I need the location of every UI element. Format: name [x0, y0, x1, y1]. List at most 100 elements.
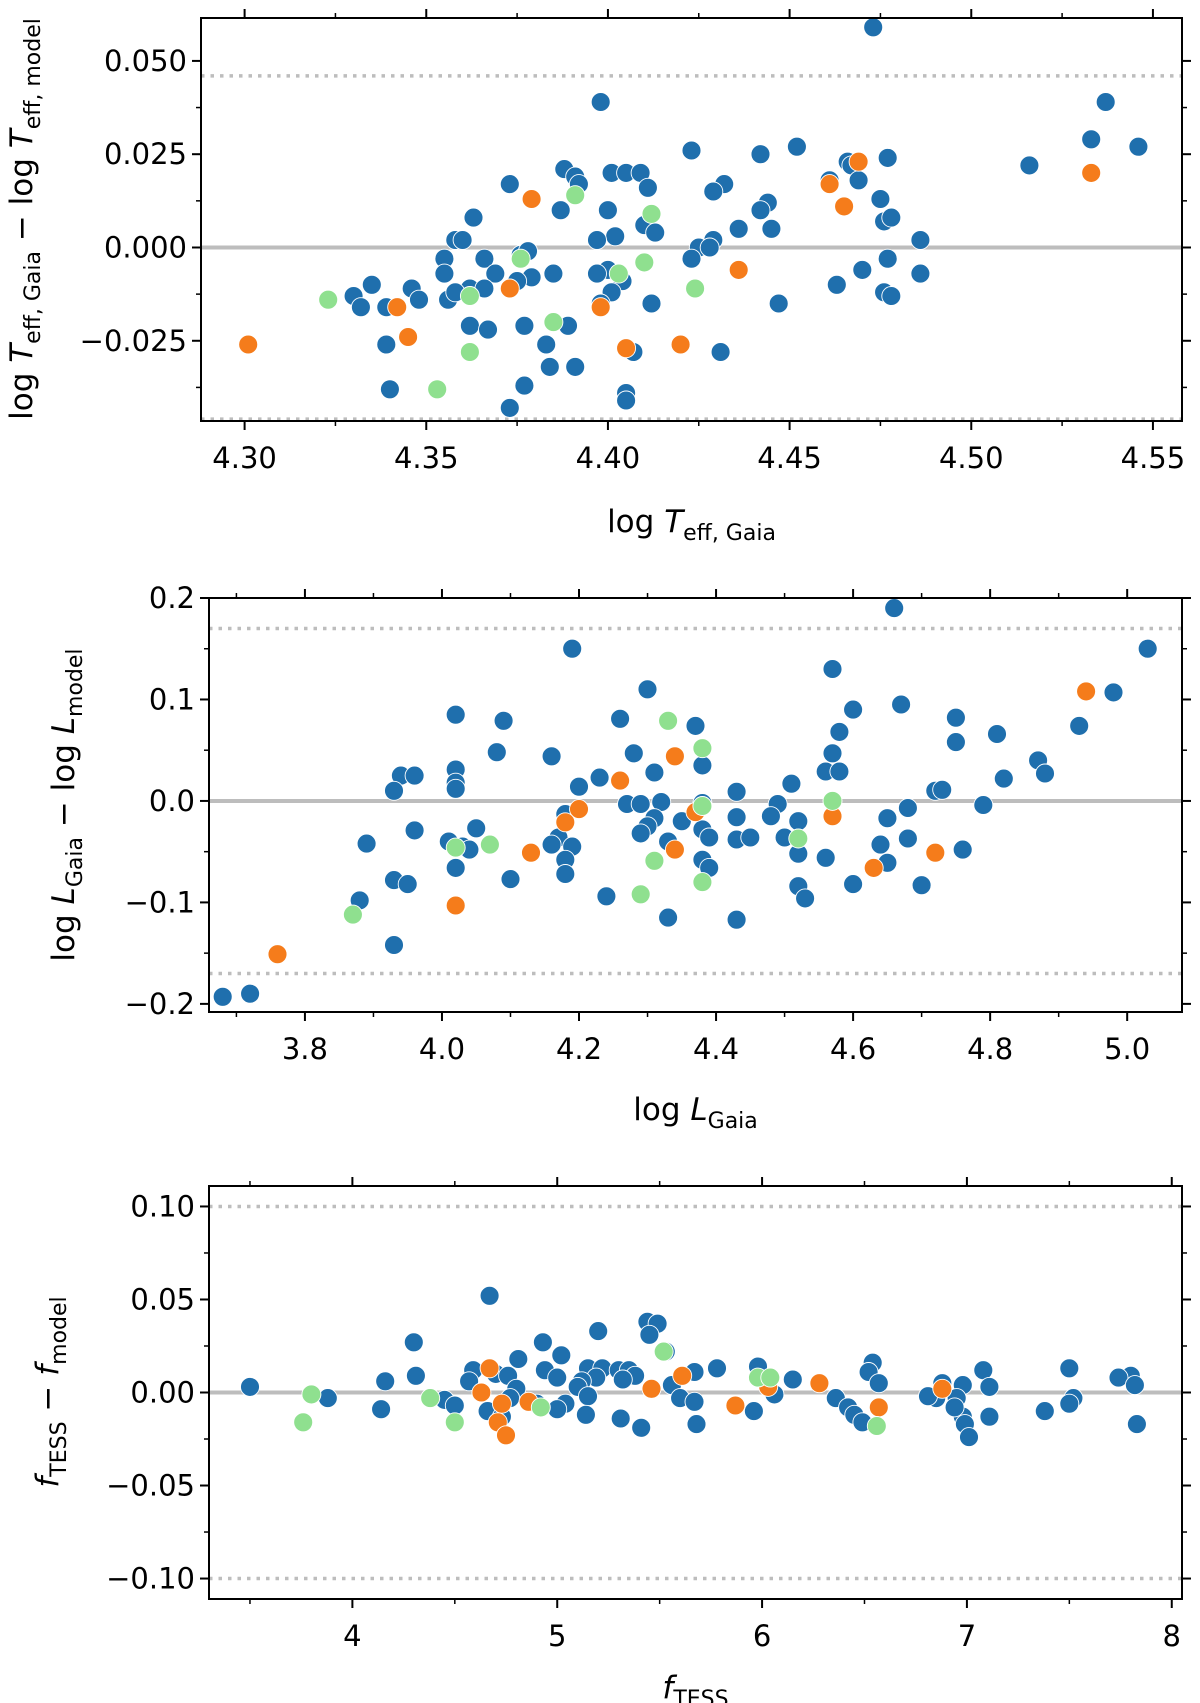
lum-x-axis-title: log LGaia — [633, 1092, 758, 1134]
lum-point-blue-63 — [404, 820, 425, 841]
lum-point-blue-20 — [822, 743, 843, 764]
flux-ytick-label: 0.00 — [130, 1376, 195, 1410]
lum-point-blue-41 — [630, 794, 651, 814]
lum-point-blue-86 — [795, 888, 816, 909]
lum-point-orange-8 — [664, 839, 685, 860]
lum-ytick-label: −0.2 — [125, 987, 195, 1021]
teff-point-blue-10 — [1019, 155, 1040, 176]
teff-point-blue-79 — [514, 315, 535, 336]
teff-point-green-7 — [685, 278, 706, 299]
teff-point-green-0 — [565, 185, 586, 206]
lum-point-blue-16 — [945, 732, 966, 753]
teff-point-blue-38 — [910, 230, 931, 250]
teff-point-blue-28 — [550, 200, 571, 221]
lum-point-blue-78 — [445, 857, 466, 878]
teff-ytick-label: 0.000 — [104, 230, 187, 264]
lum-point-blue-53 — [877, 808, 898, 829]
lum-point-blue-14 — [1069, 715, 1090, 736]
lum-point-blue-58 — [630, 823, 651, 844]
teff-point-blue-71 — [881, 286, 902, 306]
flux-xtick-label: 4 — [343, 1619, 361, 1653]
flux-point-blue-64 — [371, 1399, 392, 1420]
teff-plot-frame — [200, 17, 1183, 422]
teff-point-blue-51 — [543, 263, 564, 284]
flux-point-orange-4 — [641, 1378, 662, 1399]
teff-point-orange-5 — [728, 259, 749, 280]
teff-point-green-5 — [318, 289, 339, 310]
teff-point-orange-7 — [387, 297, 408, 318]
lum-xtick-label: 4.6 — [830, 1032, 876, 1066]
teff-point-blue-24 — [870, 189, 891, 209]
lum-point-orange-1 — [664, 746, 685, 767]
flux-chart: 4 5 6 7 8 −0.10 −0.05 0.00 0.05 0.10 fTESS fTESS − … — [30, 1177, 1191, 1703]
lum-point-blue-49 — [671, 811, 692, 832]
lum-point-blue-1 — [562, 638, 583, 659]
teff-point-blue-27 — [597, 200, 618, 221]
teff-point-blue-23 — [703, 181, 724, 202]
lum-series-green — [342, 710, 843, 925]
lum-point-blue-52 — [788, 811, 809, 832]
flux-x-axis-title: fTESS — [662, 1670, 728, 1703]
lum-point-orange-9 — [925, 842, 946, 863]
teff-point-blue-36 — [605, 226, 626, 247]
teff-point-orange-1 — [819, 174, 840, 195]
teff-point-blue-60 — [361, 274, 382, 295]
teff-point-orange-9 — [398, 327, 419, 347]
flux-point-green-0 — [653, 1341, 674, 1362]
teff-point-blue-29 — [463, 207, 484, 228]
lum-point-blue-93 — [384, 935, 404, 955]
lum-point-blue-33 — [569, 776, 589, 797]
flux-point-blue-60 — [317, 1388, 338, 1409]
lum-point-blue-26 — [829, 761, 850, 782]
flux-xtick-label: 5 — [548, 1619, 566, 1653]
flux-point-orange-1 — [672, 1365, 693, 1386]
lum-plot-frame — [208, 597, 1183, 1013]
teff-point-blue-90 — [616, 390, 637, 411]
lum-series-orange — [267, 681, 1097, 965]
lum-point-green-4 — [788, 828, 809, 849]
lum-xtick-label: 3.8 — [282, 1032, 328, 1066]
flux-point-blue-6 — [532, 1332, 553, 1353]
lum-point-orange-12 — [267, 944, 288, 965]
teff-ytick-label: 0.050 — [104, 44, 187, 78]
lum-chart: 3.8 4.0 4.2 4.4 4.6 4.8 5.0 −0.2 −0.1 0.0 0.1 0.2 lo… — [46, 581, 1191, 1134]
teff-xtick-label: 4.35 — [394, 441, 459, 475]
teff-point-blue-86 — [565, 356, 586, 377]
lum-point-orange-10 — [863, 857, 884, 878]
lum-point-blue-31 — [993, 768, 1014, 789]
flux-point-blue-27 — [405, 1365, 426, 1386]
flux-point-blue-32 — [1108, 1367, 1129, 1388]
teff-point-green-9 — [459, 342, 480, 362]
teff-point-blue-59 — [826, 274, 847, 295]
teff-series-green — [318, 185, 706, 400]
teff-point-green-6 — [459, 286, 480, 306]
lum-point-orange-2 — [610, 770, 631, 791]
flux-point-orange-0 — [479, 1358, 500, 1379]
lum-point-blue-82 — [397, 874, 418, 895]
teff-point-blue-0 — [863, 17, 884, 38]
teff-point-blue-34 — [761, 218, 782, 239]
teff-xtick-label: 4.40 — [576, 441, 641, 475]
flux-xtick-label: 8 — [1163, 1619, 1181, 1653]
teff-point-blue-3 — [1081, 129, 1102, 150]
lum-point-green-5 — [479, 834, 500, 855]
lum-point-blue-46 — [897, 798, 918, 818]
lum-xtick-label: 4.4 — [693, 1032, 739, 1066]
teff-point-orange-0 — [848, 151, 869, 172]
teff-point-blue-41 — [587, 230, 607, 250]
flux-point-blue-63 — [1034, 1401, 1055, 1422]
flux-point-green-2 — [760, 1367, 781, 1388]
flux-point-blue-46 — [578, 1386, 598, 1407]
teff-point-green-8 — [543, 312, 564, 333]
teff-xtick-label: 4.30 — [212, 441, 277, 475]
lum-point-blue-56 — [466, 818, 487, 839]
teff-chart: 4.30 4.35 4.40 4.45 4.50 4.55 −0.025 0.000 0.025… — [4, 9, 1191, 546]
teff-point-blue-75 — [641, 293, 662, 314]
flux-point-orange-10 — [491, 1393, 512, 1414]
teff-point-blue-19 — [499, 174, 520, 195]
lum-point-green-8 — [630, 884, 651, 905]
flux-ytick-label: −0.10 — [106, 1562, 195, 1596]
teff-point-blue-72 — [350, 297, 371, 318]
teff-point-blue-87 — [379, 379, 400, 400]
teff-ytick-label: 0.025 — [104, 137, 187, 171]
